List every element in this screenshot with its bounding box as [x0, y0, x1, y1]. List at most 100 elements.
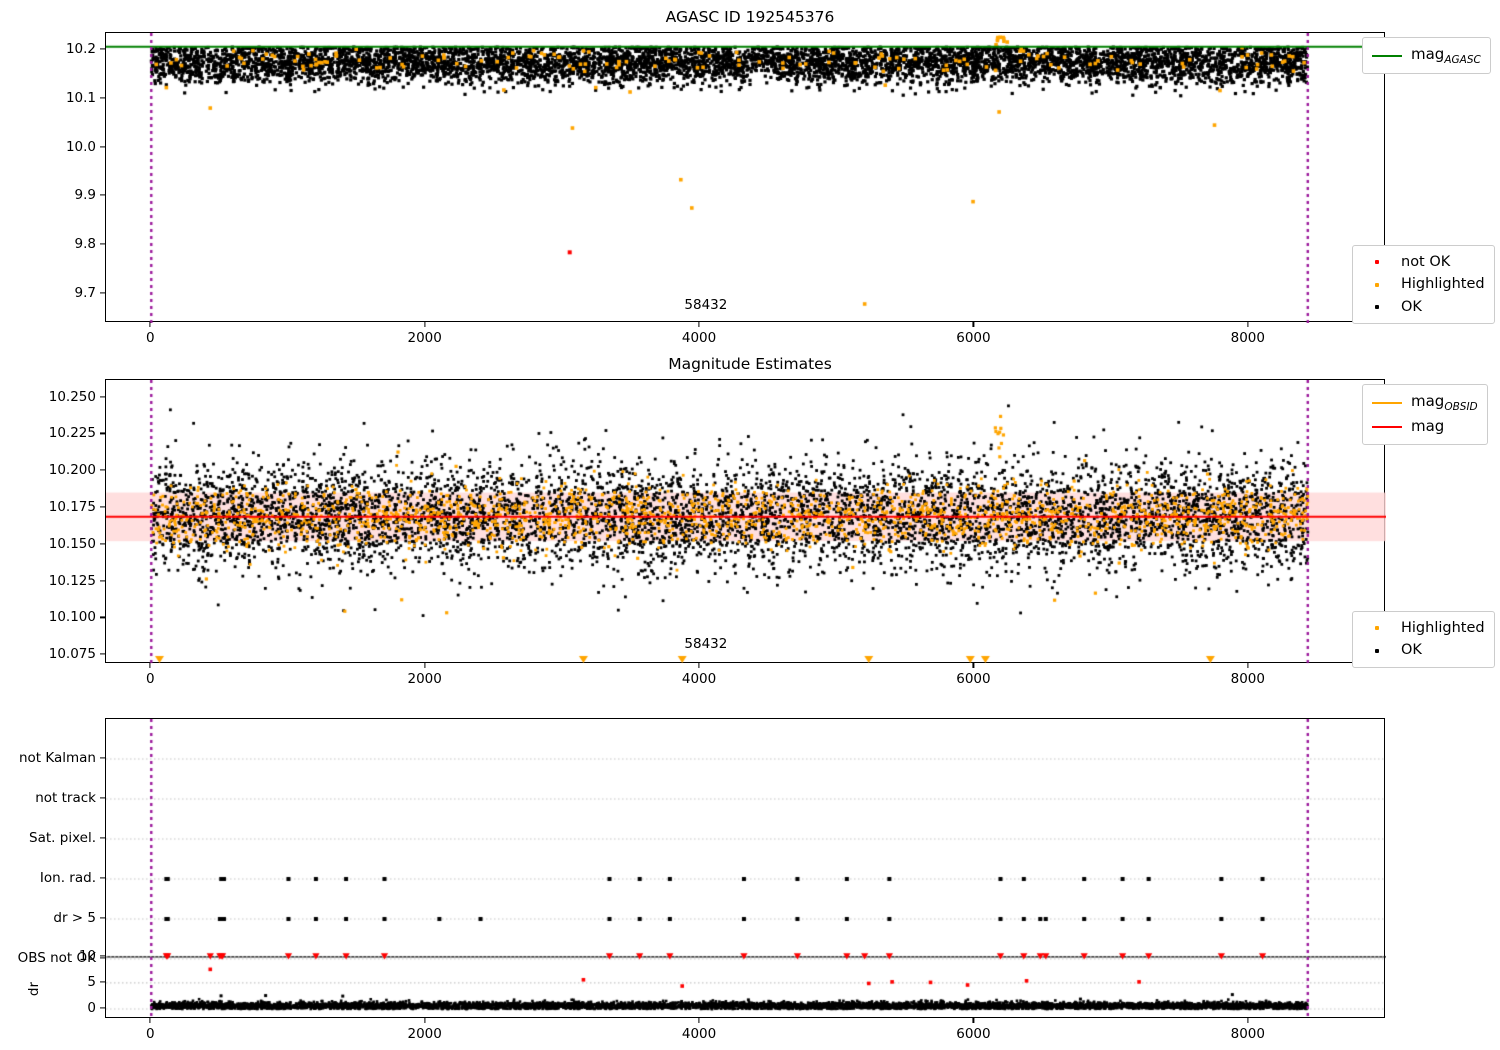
legend-mag-agasc[interactable]: magAGASC: [1362, 37, 1491, 75]
ytick-est-4: 10.150: [48, 535, 96, 552]
tickmark-flag-3: [100, 877, 105, 879]
ytick-mag-1: 10.1: [65, 89, 96, 106]
xtick-mag-0: 0: [145, 330, 155, 346]
ytick-est-3: 10.175: [48, 499, 96, 516]
xtick-flags-2: 4000: [681, 1026, 717, 1042]
panel-magnitude-title: AGASC ID 192545376: [665, 8, 835, 26]
xtick-est-1: 2000: [407, 671, 442, 687]
ytick-mag-4: 9.8: [74, 236, 96, 253]
tickmark-y-mag-0: [100, 48, 105, 50]
legend-entry-ok-2: OK: [1362, 639, 1485, 661]
legend-label-highlighted: Highlighted: [1401, 276, 1485, 293]
tickmark-x-est-3: [972, 663, 975, 668]
xtick-est-0: 0: [145, 671, 155, 687]
tickmark-dr-1: [100, 981, 105, 983]
xtick-flags-3: 6000: [956, 1026, 991, 1042]
xtick-flags-0: 0: [145, 1026, 155, 1042]
flag-label-3: Ion. rad.: [39, 870, 96, 886]
dr-ytick-1: 5: [87, 973, 96, 990]
tickmark-x-flags-3: [972, 1018, 975, 1023]
ytick-mag-3: 9.9: [74, 187, 96, 204]
panel-magnitude-canvas: [106, 33, 1386, 323]
tickmark-dr-2: [100, 1007, 105, 1009]
legend-label-not-ok: not OK: [1401, 254, 1451, 270]
mag-line-swatch: [1372, 425, 1402, 428]
legend-entry-mag-agasc: magAGASC: [1372, 43, 1481, 68]
xtick-est-2: 4000: [681, 671, 717, 687]
legend-label-ok: OK: [1401, 298, 1422, 315]
panel-flags-axes: [105, 718, 1386, 1019]
tickmark-y-est-6: [100, 616, 105, 618]
legend-label-highlighted-2: Highlighted: [1401, 620, 1485, 636]
mag-agasc-line-swatch: [1372, 54, 1402, 57]
ytick-est-7: 10.075: [48, 646, 96, 663]
tickmark-y-mag-4: [100, 243, 105, 245]
tickmark-y-est-0: [100, 396, 105, 398]
dr-axis-label: dr: [26, 981, 43, 997]
tickmark-x-mag-4: [1247, 322, 1249, 327]
ytick-est-2: 10.200: [48, 462, 96, 479]
legend-label-mag-agasc: magAGASC: [1411, 45, 1481, 66]
tickmark-x-est-2: [698, 663, 700, 668]
legend-entry-highlighted-2: Highlighted: [1362, 617, 1485, 639]
tickmark-x-mag-3: [972, 322, 975, 327]
xtick-mag-1: 2000: [407, 330, 442, 346]
xtick-flags-4: 8000: [1230, 1026, 1265, 1042]
legend-estimate-markers[interactable]: Highlighted OK: [1352, 611, 1495, 668]
mag-obsid-line-swatch: [1372, 401, 1402, 404]
tickmark-y-est-1: [100, 432, 105, 435]
tickmark-x-flags-4: [1247, 1018, 1249, 1023]
tickmark-x-mag-2: [698, 322, 700, 327]
legend-label-mag: mag: [1411, 417, 1445, 436]
highlighted-dot-swatch: [1362, 282, 1392, 287]
xtick-mag-4: 8000: [1230, 330, 1265, 346]
legend-entry-mag-obsid: magOBSID: [1372, 390, 1478, 415]
tickmark-y-mag-1: [100, 97, 105, 99]
tickmark-y-est-3: [100, 506, 105, 508]
tickmark-y-est-4: [100, 543, 105, 545]
xtick-flags-1: 2000: [407, 1026, 442, 1042]
legend-entry-mag: mag: [1372, 415, 1478, 438]
ytick-est-6: 10.100: [48, 609, 96, 626]
tickmark-dr-0: [100, 955, 105, 957]
tickmark-x-est-4: [1247, 663, 1249, 668]
legend-mag-markers[interactable]: not OK Highlighted OK: [1352, 245, 1495, 325]
tickmark-y-est-5: [100, 580, 105, 582]
panel-magnitude-axes: [105, 32, 1386, 323]
highlighted-dot-swatch-2: [1362, 626, 1392, 631]
flag-label-2: Sat. pixel.: [29, 830, 96, 846]
tickmark-y-est-2: [100, 469, 105, 471]
tickmark-x-flags-0: [149, 1018, 151, 1023]
xtick-mag-2: 4000: [681, 330, 717, 346]
panel-estimates-axes: [105, 379, 1386, 664]
not-ok-dot-swatch: [1362, 260, 1392, 265]
tickmark-y-mag-2: [100, 145, 105, 148]
ytick-est-5: 10.125: [48, 572, 96, 589]
tickmark-x-mag-0: [149, 322, 151, 327]
tickmark-y-est-7: [100, 653, 105, 655]
flag-label-1: not track: [35, 790, 96, 806]
tickmark-y-mag-5: [100, 292, 105, 294]
dr-ytick-0: 10: [78, 947, 96, 964]
tickmark-x-mag-1: [424, 322, 426, 327]
legend-entry-ok: OK: [1362, 296, 1485, 318]
tickmark-flag-2: [100, 837, 105, 839]
xtick-est-4: 8000: [1230, 671, 1265, 687]
ok-dot-swatch-2: [1362, 648, 1392, 653]
tickmark-x-est-0: [149, 663, 151, 668]
tickmark-x-flags-2: [698, 1018, 700, 1023]
tickmark-flag-0: [100, 757, 105, 759]
tickmark-y-mag-3: [100, 194, 105, 196]
flag-label-5: OBS not OK: [17, 950, 96, 966]
tickmark-x-flags-1: [424, 1018, 426, 1023]
ok-dot-swatch: [1362, 305, 1392, 310]
tickmark-flag-4: [100, 917, 105, 919]
xtick-est-3: 6000: [956, 671, 991, 687]
legend-estimate-lines[interactable]: magOBSID mag: [1362, 384, 1488, 445]
annotation-obsid-0: 58432: [684, 297, 728, 314]
legend-entry-highlighted: Highlighted: [1362, 273, 1485, 295]
ytick-est-1: 10.225: [48, 425, 96, 442]
ytick-mag-2: 10.0: [65, 138, 96, 155]
tickmark-flag-1: [100, 797, 105, 799]
